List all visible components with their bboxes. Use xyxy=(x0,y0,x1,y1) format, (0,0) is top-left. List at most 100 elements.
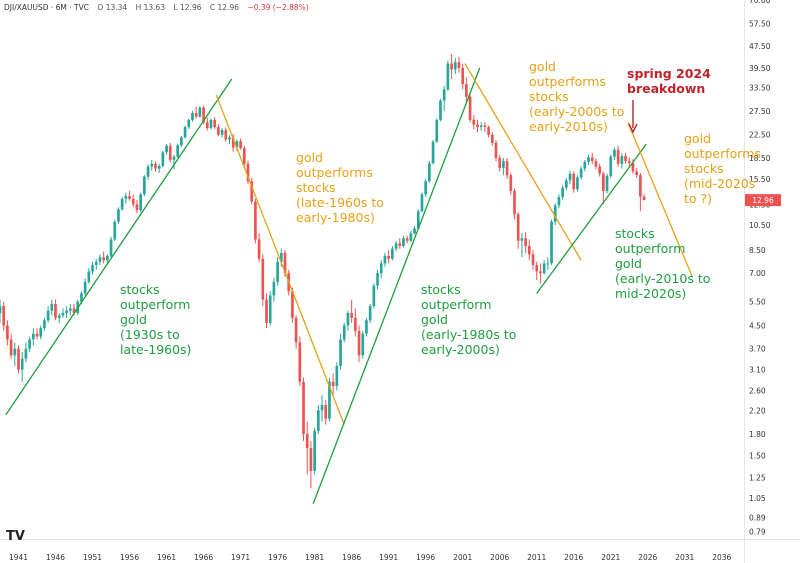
x-tick-label: 1991 xyxy=(379,553,398,562)
candle-body xyxy=(128,196,131,199)
candle-body xyxy=(420,194,424,212)
candle-body xyxy=(165,145,168,153)
candle-body xyxy=(279,252,283,262)
candle-body xyxy=(72,308,76,314)
candle-body xyxy=(428,163,431,182)
chart-header: DJI/XAUUSD · 6M · TVC O 13.34 H 13.63 L … xyxy=(4,3,309,12)
x-tick-label: 1946 xyxy=(46,553,65,562)
candle-body xyxy=(205,122,209,129)
candle-body xyxy=(505,161,509,176)
candle-body xyxy=(316,410,320,431)
candle-body xyxy=(83,281,87,294)
x-tick-label: 1981 xyxy=(305,553,324,562)
candle-body xyxy=(154,163,157,169)
candle-body xyxy=(639,175,642,197)
candle-body xyxy=(542,263,546,274)
candle-body xyxy=(376,273,379,286)
x-tick-label: 2016 xyxy=(564,553,583,562)
candle-body xyxy=(424,181,428,195)
candle-body xyxy=(217,127,220,135)
x-tick-label: 1966 xyxy=(194,553,213,562)
candle-body xyxy=(594,161,598,167)
candle-body xyxy=(109,239,113,256)
candle-body xyxy=(498,157,502,168)
x-tick-label: 1961 xyxy=(157,553,176,562)
x-tick-label: 2036 xyxy=(712,553,731,562)
last-price-marker xyxy=(745,194,781,207)
candle-body xyxy=(0,306,2,314)
candle-body xyxy=(605,175,609,191)
candle-body xyxy=(613,149,616,157)
x-tick-label: 2031 xyxy=(675,553,694,562)
candle-body xyxy=(157,165,161,169)
candle-body xyxy=(120,198,124,210)
y-tick-label: 47.50 xyxy=(749,42,771,51)
candle-body xyxy=(191,113,194,120)
candle-body xyxy=(416,211,420,229)
x-tick-label: 1956 xyxy=(120,553,139,562)
candle-body xyxy=(20,358,24,370)
candle-body xyxy=(61,313,65,316)
candle-body xyxy=(479,125,483,128)
candle-body xyxy=(357,330,361,356)
y-tick-label: 1.05 xyxy=(749,494,766,503)
trendline-stocks-1930s-late-1960s xyxy=(5,78,233,416)
candle-body xyxy=(598,166,601,174)
candle-body xyxy=(324,405,328,419)
candle-body xyxy=(276,261,279,282)
y-tick-label: 39.50 xyxy=(749,64,771,73)
y-tick-label: 70.00 xyxy=(749,0,771,5)
candle-body xyxy=(242,148,246,164)
x-tick-label: 1941 xyxy=(9,553,28,562)
y-tick-label: 2.60 xyxy=(749,387,766,396)
candle-body xyxy=(624,156,627,162)
candle-body xyxy=(87,271,91,282)
y-tick-label: 1.50 xyxy=(749,452,766,461)
close-value: C 12.96 xyxy=(209,3,239,12)
candle-body xyxy=(54,303,57,318)
x-tick-label: 2026 xyxy=(638,553,657,562)
x-tick-label: 2001 xyxy=(453,553,472,562)
candle-body xyxy=(139,194,142,211)
candle-body xyxy=(539,271,542,274)
candle-body xyxy=(261,258,265,300)
candle-body xyxy=(620,156,624,164)
y-tick-label: 22.50 xyxy=(749,131,771,140)
low-value: L 12.96 xyxy=(173,3,202,12)
annotation-gold-1960s: gold outperforms stocks (late-1960s to e… xyxy=(296,150,384,225)
candle-body xyxy=(535,264,539,272)
candle-body xyxy=(546,263,550,265)
candle-body xyxy=(302,381,305,435)
candle-body xyxy=(309,448,313,471)
candle-body xyxy=(513,190,516,215)
x-tick-label: 2011 xyxy=(527,553,546,562)
last-price-label: 12.96 xyxy=(752,196,774,205)
annotation-gold-2000s: gold outperforms stocks (early-2000s to … xyxy=(529,59,625,134)
candle-body xyxy=(402,238,405,246)
candle-body xyxy=(368,306,372,321)
candle-body xyxy=(483,125,487,128)
candle-body xyxy=(457,62,461,68)
candle-body xyxy=(568,173,572,181)
candle-body xyxy=(272,281,276,296)
candle-body xyxy=(490,134,494,143)
candle-body xyxy=(80,293,83,302)
candle-body xyxy=(150,163,154,167)
y-tick-label: 27.50 xyxy=(749,107,771,116)
x-tick-label: 1986 xyxy=(342,553,361,562)
candle-body xyxy=(494,142,498,158)
candle-body xyxy=(94,261,98,265)
annotation-stocks-1980s: stocks outperform gold (early-1980s to e… xyxy=(421,282,517,357)
y-tick-label: 2.20 xyxy=(749,406,766,415)
open-value: O 13.34 xyxy=(97,3,128,12)
candle-body xyxy=(564,180,568,188)
candle-body xyxy=(627,161,631,164)
candle-body xyxy=(235,141,239,148)
y-tick-label: 3.70 xyxy=(749,345,766,354)
candle-body xyxy=(339,339,342,366)
candle-body xyxy=(631,163,635,172)
candle-body xyxy=(398,243,402,246)
trendline-gold-early-2000s-early-2010s xyxy=(464,63,582,261)
candle-body xyxy=(102,257,105,261)
